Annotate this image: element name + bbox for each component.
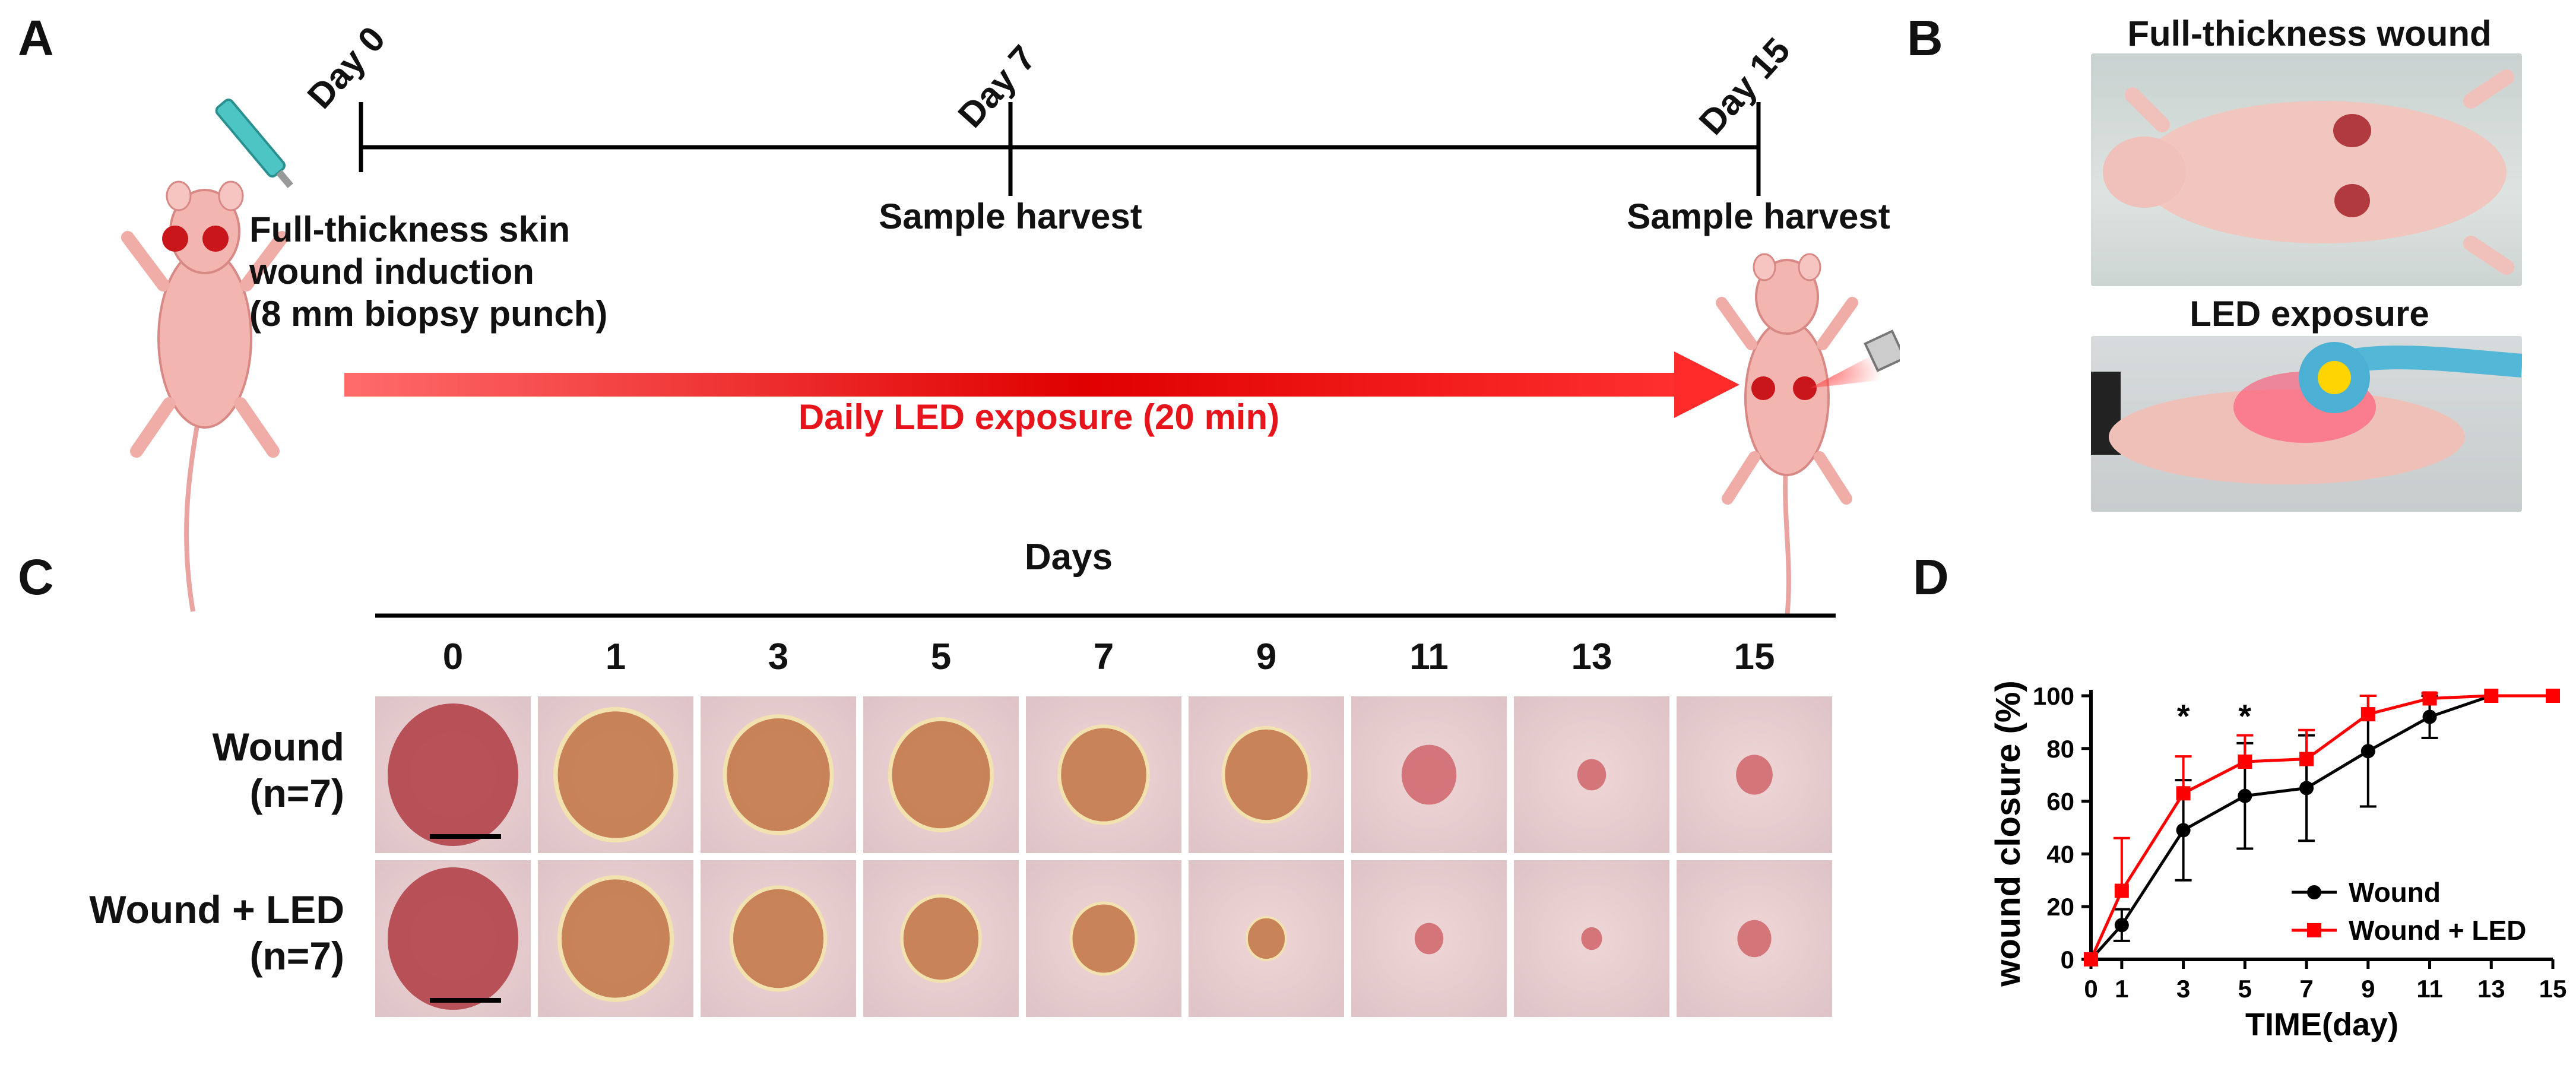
wound-photo (1026, 696, 1181, 853)
significance-marker: * (2238, 697, 2251, 734)
legend-label: Wound + LED (2349, 915, 2526, 946)
day-label-13: 13 (1571, 636, 1612, 677)
wound-photo (538, 860, 693, 1017)
wound-photo (1677, 860, 1832, 1017)
days-rule (375, 613, 1836, 618)
harvest-day15-label: Sample harvest (1627, 197, 1890, 236)
day-label-0: 0 (442, 636, 464, 677)
data-point-wound (2238, 788, 2252, 803)
y-tick-label: 0 (2061, 946, 2074, 974)
day-label-15: 15 (1734, 636, 1775, 677)
data-point-wound (2299, 781, 2314, 796)
data-point-wound-led (2084, 952, 2098, 966)
x-tick-label: 13 (2477, 975, 2505, 1003)
wound-mouse-photo (2091, 53, 2522, 286)
led-device-icon (1810, 329, 1900, 388)
wound-photo (1189, 860, 1344, 1017)
day-label-1: 1 (605, 636, 626, 677)
data-point-wound (2422, 709, 2437, 724)
y-axis-label: wound closure (%) (1989, 680, 2027, 987)
day-label-3: 3 (768, 636, 789, 677)
y-tick-label: 40 (2046, 840, 2074, 868)
x-tick-label: 3 (2176, 975, 2190, 1003)
x-tick-label: 5 (2238, 975, 2252, 1003)
wound-photo (863, 860, 1019, 1017)
wound-photo (701, 696, 856, 853)
wound-photo (1026, 860, 1181, 1017)
wound-photo (863, 696, 1019, 853)
led-exposure-photo (2091, 336, 2522, 512)
panel-letter-a: A (18, 10, 54, 66)
y-tick-label: 100 (2033, 682, 2074, 710)
data-point-wound-led (2546, 689, 2560, 703)
y-tick-label: 20 (2046, 893, 2074, 921)
biopsy-punch-icon (215, 99, 293, 188)
data-point-wound-led (2114, 883, 2129, 898)
day-label-9: 9 (1256, 636, 1277, 677)
harvest-day7-label: Sample harvest (879, 197, 1142, 236)
panel-b-top-title: Full-thickness wound (2127, 14, 2492, 53)
timeline-schematic (121, 99, 1900, 618)
x-axis-label: TIME(day) (2245, 1007, 2398, 1042)
data-point-wound (2114, 918, 2129, 933)
x-tick-label: 0 (2084, 975, 2097, 1003)
x-tick-label: 9 (2361, 975, 2375, 1003)
wound-photo (1677, 696, 1832, 853)
day-label-5: 5 (930, 636, 952, 677)
legend-marker (2307, 885, 2321, 899)
wound-photo (701, 860, 856, 1017)
x-tick-label: 11 (2416, 975, 2442, 1003)
x-tick-label: 15 (2539, 975, 2567, 1003)
wound-photo (1351, 860, 1507, 1017)
data-point-wound-led (2176, 786, 2191, 801)
panel-letter-d: D (1913, 549, 1949, 605)
day-label-11: 11 (1409, 636, 1449, 677)
led-exposure-label: Daily LED exposure (20 min) (798, 397, 1280, 437)
y-tick-label: 80 (2046, 735, 2074, 763)
panel-letter-b: B (1907, 10, 1943, 66)
wound-photo (1189, 696, 1344, 853)
data-point-wound-led (2422, 691, 2437, 706)
wound-photo (1514, 860, 1669, 1017)
significance-marker: * (2177, 697, 2190, 734)
timeline-axis (359, 102, 1761, 196)
wound-photo (375, 860, 531, 1017)
days-title: Days (1024, 537, 1113, 578)
day-label-7: 7 (1093, 636, 1114, 677)
legend-marker (2307, 923, 2321, 937)
y-tick-label: 60 (2046, 788, 2074, 816)
x-tick-label: 7 (2299, 975, 2313, 1003)
data-point-wound (2176, 823, 2191, 838)
data-point-wound-led (2484, 689, 2499, 703)
panel-b-bottom-title: LED exposure (2190, 294, 2429, 334)
row-label-wound-led: Wound + LED (n=7) (89, 888, 344, 978)
wound-photo (1514, 696, 1669, 853)
data-point-wound-led (2299, 752, 2314, 766)
wound-photo (1351, 696, 1507, 853)
legend-label: Wound (2349, 877, 2441, 908)
mouse-day15-icon (1716, 253, 1858, 618)
data-point-wound (2360, 744, 2375, 759)
data-point-wound-led (2238, 755, 2252, 769)
data-point-wound-led (2360, 707, 2375, 722)
row-label-wound: Wound (n=7) (212, 725, 344, 815)
panel-letter-c: C (18, 549, 54, 605)
mouse-day0-icon (121, 180, 289, 612)
led-exposure-arrow (344, 351, 1739, 418)
wound-photo (375, 696, 531, 853)
x-tick-label: 1 (2115, 975, 2128, 1003)
wound-photo (538, 696, 693, 853)
